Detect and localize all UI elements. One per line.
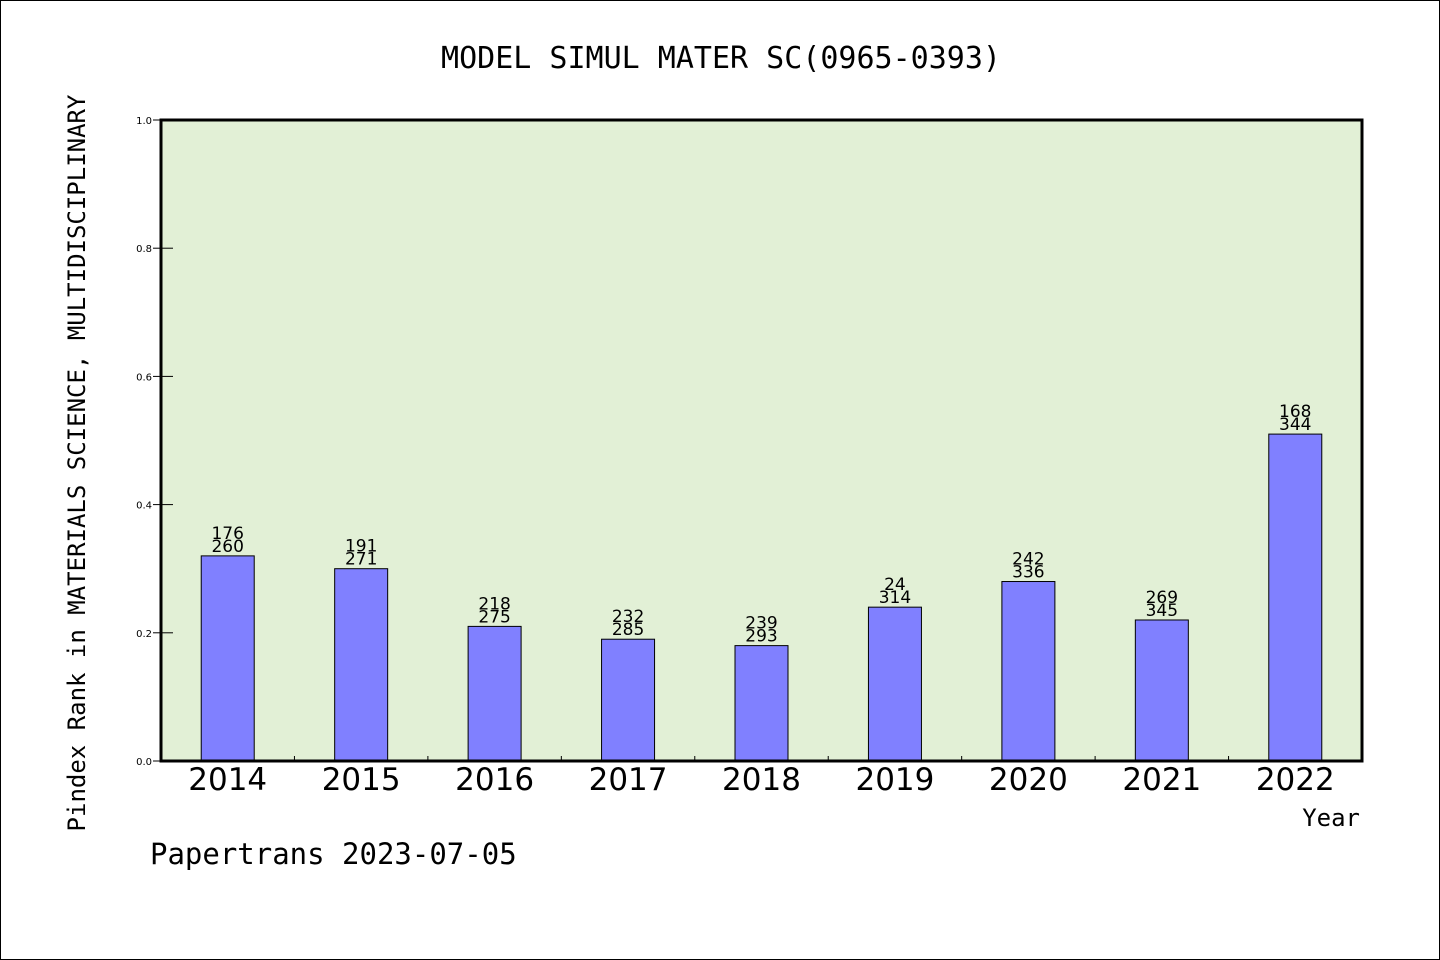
rank-label-2018: 239 — [745, 614, 777, 634]
x-tick-label-2018: 2018 — [722, 762, 801, 798]
y-tick-label: 1.0 — [136, 116, 152, 127]
x-tick-label-2014: 2014 — [188, 762, 267, 798]
rank-label-2022: 168 — [1279, 402, 1311, 422]
total-label-2019: 314 — [879, 588, 911, 608]
x-axis: 2014 2015 2016 2017 2018 2019 2020 2021 2022 — [188, 756, 1335, 798]
x-tick-label-2016: 2016 — [455, 762, 534, 798]
bar-2020 — [1001, 581, 1056, 762]
bar-2017 — [601, 638, 656, 762]
total-label-2017: 285 — [612, 620, 644, 640]
rank-label-2015: 191 — [345, 537, 377, 557]
y-tick-label: 0.6 — [136, 372, 152, 383]
x-tick-label-2021: 2021 — [1122, 762, 1201, 798]
bar-2016 — [467, 625, 522, 762]
y-tick-label: 0.2 — [136, 629, 152, 640]
footer-credit: Papertrans 2023-07-05 — [150, 837, 517, 871]
bar-2019 — [867, 606, 922, 762]
rank-label-2016: 218 — [478, 594, 510, 614]
x-axis-label: Year — [1302, 804, 1360, 832]
bar-2018 — [734, 645, 789, 762]
chart-title: MODEL SIMUL MATER SC(0965-0393) — [441, 41, 1001, 76]
y-tick-label: 0.0 — [136, 757, 152, 768]
rank-label-2014: 176 — [211, 524, 243, 544]
x-tick-label-2022: 2022 — [1256, 762, 1335, 798]
total-label-2018: 293 — [745, 627, 777, 647]
x-tick-label-2019: 2019 — [855, 762, 934, 798]
y-axis-label: Pindex Rank in MATERIALS SCIENCE, MULTID… — [63, 94, 91, 831]
bars-group — [200, 433, 1323, 762]
total-label-2016: 275 — [478, 607, 510, 627]
bar-2021 — [1134, 619, 1189, 762]
bar-2022 — [1268, 433, 1323, 762]
total-label-2014: 260 — [211, 537, 243, 557]
plot-border — [159, 118, 1364, 763]
x-tick-label-2017: 2017 — [589, 762, 668, 798]
total-label-2020: 336 — [1012, 563, 1044, 583]
y-tick-label: 0.4 — [136, 501, 152, 512]
rank-label-2019: 24 — [884, 575, 906, 595]
rank-label-2021: 269 — [1146, 588, 1178, 608]
total-label-2021: 345 — [1146, 601, 1178, 621]
bar-2014 — [200, 555, 255, 762]
x-tick-label-2015: 2015 — [322, 762, 401, 798]
total-label-2022: 344 — [1279, 415, 1311, 435]
rank-label-2020: 242 — [1012, 550, 1044, 570]
bar-2015 — [334, 568, 389, 762]
total-label-2015: 271 — [345, 550, 377, 570]
x-tick-label-2020: 2020 — [989, 762, 1068, 798]
rank-label-2017: 232 — [612, 607, 644, 627]
y-tick-label: 0.8 — [136, 244, 152, 255]
